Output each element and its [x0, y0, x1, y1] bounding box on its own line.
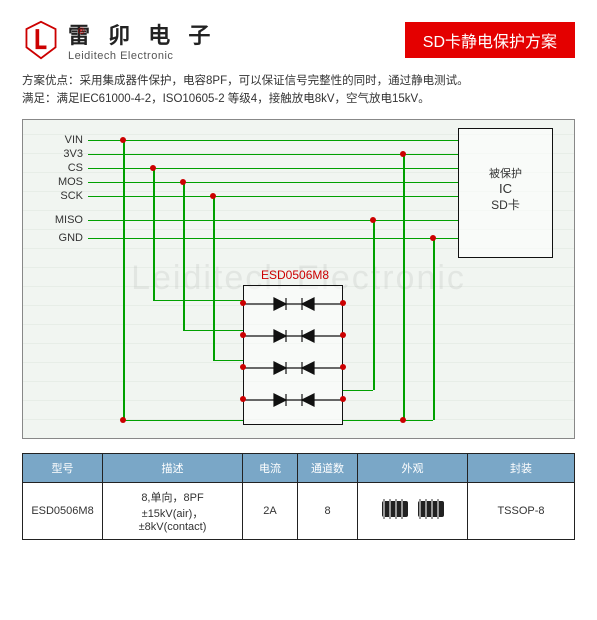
- page-title: SD卡静电保护方案: [405, 22, 575, 58]
- diode-array-icon: [244, 286, 344, 426]
- node: [340, 300, 346, 306]
- header: ® 雷 卯 电 子 Leiditech Electronic SD卡静电保护方案: [22, 18, 575, 62]
- esd-device-box: [243, 285, 343, 425]
- description: 方案优点：采用集成器件保护，电容8PF，可以保证信号完整性的同时，通过静电测试。…: [22, 72, 575, 109]
- cell-appearance: [358, 482, 468, 539]
- col-header: 通道数: [298, 453, 358, 482]
- node: [340, 364, 346, 370]
- cell-model: ESD0506M8: [23, 482, 103, 539]
- logo-block: ® 雷 卯 电 子 Leiditech Electronic: [22, 18, 216, 62]
- protected-ic-box: 被保护 IC SD卡: [458, 128, 553, 258]
- desc-line-1: 方案优点：采用集成器件保护，电容8PF，可以保证信号完整性的同时，通过静电测试。: [22, 72, 575, 90]
- wire: [153, 300, 243, 302]
- table-row: ESD0506M8 8,单向，8PF ±15kV(air)， ±8kV(cont…: [23, 482, 575, 539]
- circuit-diagram: Leiditech Electronic VIN 3V3 CS MOS SCK …: [22, 119, 575, 439]
- wire: [403, 420, 433, 422]
- desc-line-2: 满足：满足IEC61000-4-2，ISO10605-2 等级4，接触放电8kV…: [22, 90, 575, 108]
- col-header: 电流: [243, 453, 298, 482]
- chip-icon: [378, 495, 448, 523]
- wire: [88, 140, 458, 142]
- wire: [183, 330, 243, 332]
- wire: [213, 360, 243, 362]
- col-header: 封装: [468, 453, 575, 482]
- node: [240, 396, 246, 402]
- ic-label: 被保护: [459, 165, 552, 181]
- col-header: 型号: [23, 453, 103, 482]
- node: [120, 137, 126, 143]
- wire: [183, 182, 185, 330]
- node: [210, 193, 216, 199]
- spec-table: 型号 描述 电流 通道数 外观 封装 ESD0506M8 8,单向，8PF ±1…: [22, 453, 575, 540]
- company-name-en: Leiditech Electronic: [68, 50, 216, 62]
- ic-label: SD卡: [459, 196, 552, 213]
- wire: [153, 168, 155, 300]
- wire: [433, 238, 435, 420]
- cell-channels: 8: [298, 482, 358, 539]
- signal-label: MISO: [33, 214, 83, 226]
- cell-desc: 8,单向，8PF ±15kV(air)， ±8kV(contact): [103, 482, 243, 539]
- cell-current: 2A: [243, 482, 298, 539]
- node: [120, 417, 126, 423]
- node: [370, 217, 376, 223]
- cell-package: TSSOP-8: [468, 482, 575, 539]
- node: [340, 396, 346, 402]
- registered-mark: ®: [78, 26, 85, 36]
- esd-part-label: ESD0506M8: [261, 268, 329, 282]
- wire: [373, 220, 375, 390]
- company-name-cn: 雷 卯 电 子: [68, 18, 216, 50]
- node: [430, 235, 436, 241]
- wire: [123, 420, 243, 422]
- node: [150, 165, 156, 171]
- signal-label: 3V3: [33, 148, 83, 160]
- signal-label: CS: [33, 162, 83, 174]
- col-header: 外观: [358, 453, 468, 482]
- wire: [213, 196, 215, 360]
- ic-label: IC: [459, 181, 552, 196]
- signal-label: GND: [33, 232, 83, 244]
- logo-icon: [22, 20, 60, 60]
- table-header-row: 型号 描述 电流 通道数 外观 封装: [23, 453, 575, 482]
- wire: [123, 140, 125, 420]
- wire: [403, 154, 405, 420]
- node: [240, 332, 246, 338]
- signal-label: VIN: [33, 134, 83, 146]
- wire: [343, 420, 403, 422]
- node: [240, 364, 246, 370]
- signal-label: SCK: [33, 190, 83, 202]
- node: [180, 179, 186, 185]
- wire: [343, 390, 373, 392]
- node: [340, 332, 346, 338]
- node: [240, 300, 246, 306]
- node: [400, 151, 406, 157]
- col-header: 描述: [103, 453, 243, 482]
- node: [400, 417, 406, 423]
- signal-label: MOS: [33, 176, 83, 188]
